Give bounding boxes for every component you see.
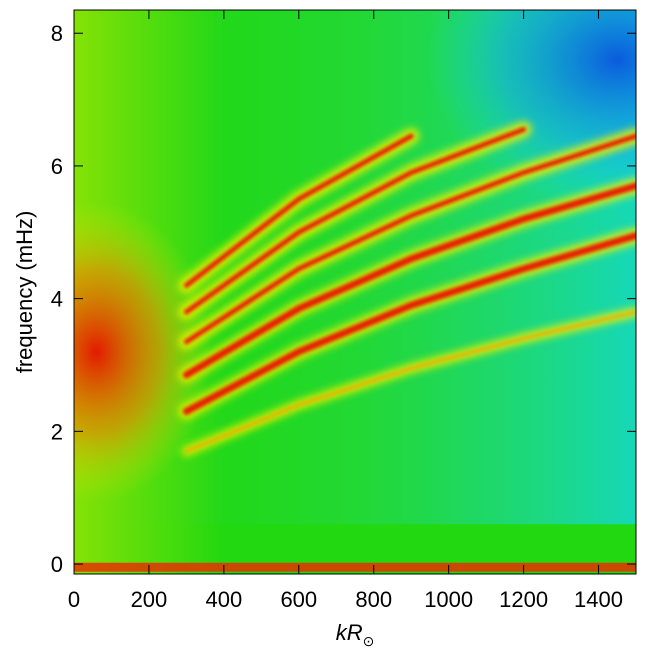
- ridge-line: [182, 182, 636, 379]
- x-tick-label: 1400: [574, 587, 623, 612]
- x-tick-label: 800: [355, 587, 392, 612]
- y-tick-label: 8: [51, 21, 63, 46]
- heatmap-hot-region: [74, 201, 212, 502]
- heatmap-low-frequency-band: [74, 562, 636, 572]
- x-tick-label: 200: [131, 587, 168, 612]
- y-tick-label: 2: [51, 419, 63, 444]
- x-tick-label: 1200: [499, 587, 548, 612]
- ridge-line: [183, 126, 527, 315]
- y-tick-label: 4: [51, 287, 63, 312]
- ridge-line: [184, 310, 636, 453]
- y-tick-label: 6: [51, 154, 63, 179]
- x-tick-label: 1000: [424, 587, 473, 612]
- tick-group: 0 200 400 600 800 1000 1200 1400 0 2 4 6 8: [51, 10, 636, 612]
- y-tick-label: 0: [51, 552, 63, 577]
- ridge-line: [183, 133, 636, 345]
- ridge-group: [178, 121, 636, 457]
- x-axis-label: kR⊙: [336, 620, 375, 649]
- x-axis-label-subscript: ⊙: [363, 633, 375, 649]
- x-axis-label-main: kR: [336, 620, 363, 645]
- x-tick-label: 600: [280, 587, 317, 612]
- x-tick-label: 0: [68, 587, 80, 612]
- plot-frame: [73, 9, 637, 575]
- y-axis-label: frequency (mHz): [12, 211, 37, 374]
- ridge-line: [183, 133, 414, 288]
- ridge-line: [182, 232, 636, 415]
- plot-area: [74, 10, 636, 574]
- x-tick-label: 400: [206, 587, 243, 612]
